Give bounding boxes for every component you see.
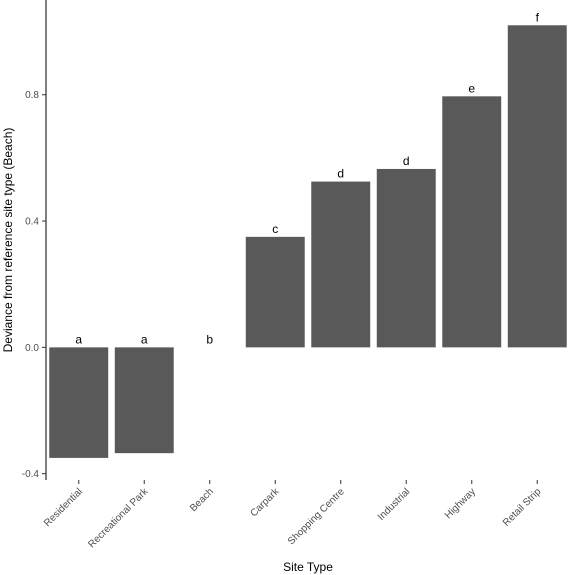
y-tick-label: 0.0 [25, 343, 39, 354]
x-tick-label-recreational-park: Recreational Park [86, 486, 151, 551]
bar-retail-strip [507, 25, 567, 348]
bars [49, 25, 567, 458]
bar-recreational-park [114, 347, 174, 454]
sig-label-industrial: d [403, 154, 410, 168]
x-axis-title: Site Type [283, 560, 333, 574]
bar-shopping-centre [311, 181, 371, 348]
sig-label-highway: e [468, 81, 475, 95]
x-tick-label-residential: Residential [42, 486, 85, 529]
significance-labels: a a b c d d e f [75, 10, 539, 346]
x-tick-label-beach: Beach [188, 486, 216, 514]
y-tick-label: -0.4 [22, 469, 40, 480]
bar-residential [49, 347, 109, 458]
bar-highway [442, 96, 502, 348]
x-axis-ticks: Residential Recreational Park Beach Carpark… [42, 480, 544, 550]
sig-label-recreational-park: a [141, 332, 148, 346]
x-tick-label-carpark: Carpark [248, 486, 282, 520]
sig-label-carpark: c [272, 222, 278, 236]
sig-label-retail-strip: f [536, 10, 540, 24]
y-tick-label: 0.8 [25, 90, 39, 101]
sig-label-beach: b [206, 332, 213, 346]
bar-industrial [376, 168, 436, 348]
x-tick-label-industrial: Industrial [376, 486, 412, 522]
x-tick-label-retail-strip: Retail Strip [501, 486, 544, 529]
x-tick-label-highway: Highway [443, 486, 478, 521]
sig-label-residential: a [75, 332, 82, 346]
bar-carpark [245, 236, 305, 348]
y-axis-ticks: -0.4 0.0 0.4 0.8 [22, 90, 46, 480]
sig-label-shopping-centre: d [337, 167, 344, 181]
y-axis-title: Deviance from reference site type (Beach… [1, 128, 15, 353]
y-tick-label: 0.4 [25, 217, 39, 228]
x-tick-label-shopping-centre: Shopping Centre [286, 486, 347, 547]
